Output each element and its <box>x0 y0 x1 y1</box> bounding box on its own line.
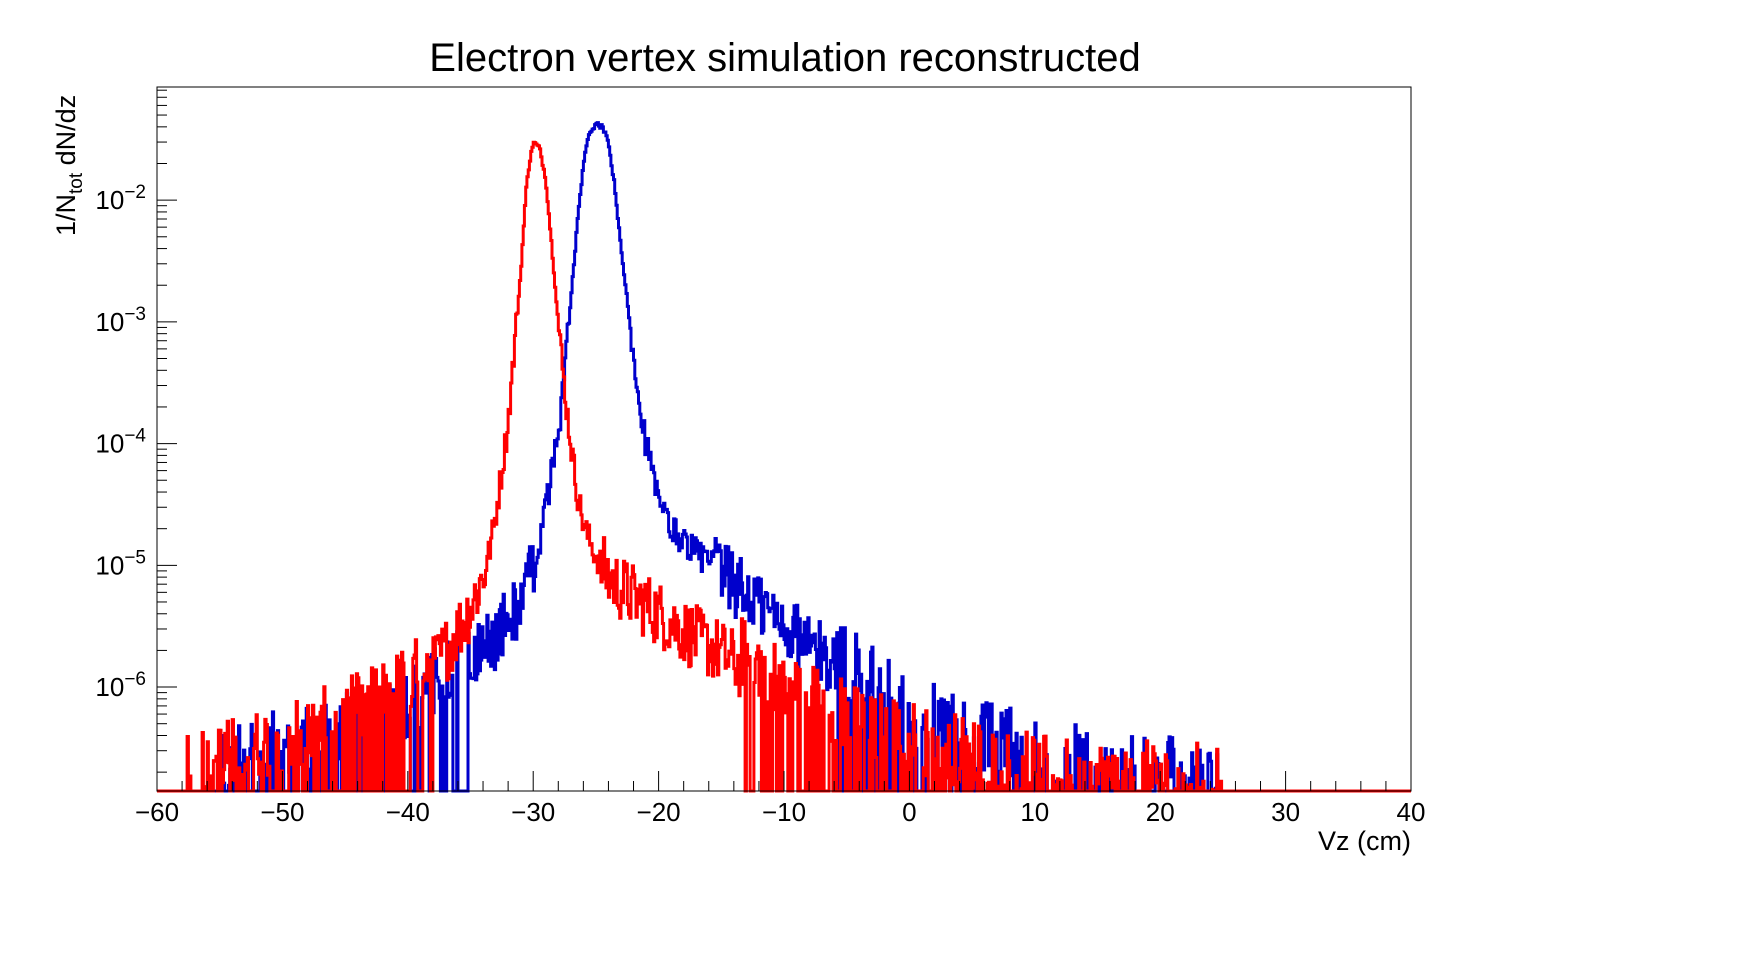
chart-title: Electron vertex simulation reconstructed <box>429 36 1140 80</box>
y-axis-title-main: 1/N <box>51 194 81 236</box>
y-tick-exponent: −3 <box>124 304 146 325</box>
x-tick-label: 30 <box>1271 797 1300 827</box>
y-tick-label: 10−4 <box>95 426 146 459</box>
y-tick-base: 10 <box>95 429 124 459</box>
x-tick-label: −10 <box>762 797 806 827</box>
x-tick-label: 40 <box>1397 797 1426 827</box>
y-axis-title-sub: tot <box>66 172 87 194</box>
y-axis-title-rest: dN/dz <box>51 95 81 173</box>
y-tick-exponent: −2 <box>124 182 146 203</box>
y-tick-label: 10−6 <box>95 669 146 702</box>
x-tick-label: 0 <box>902 797 916 827</box>
x-axis: −60 −50 −40 −30 −20 −10 0 10 20 30 40 <box>135 771 1426 827</box>
x-tick-label: −60 <box>135 797 179 827</box>
x-tick-label: 10 <box>1020 797 1049 827</box>
x-tick-label: −50 <box>260 797 304 827</box>
y-tick-base: 10 <box>95 185 124 215</box>
y-tick-exponent: −4 <box>124 426 146 447</box>
x-tick-label: −40 <box>386 797 430 827</box>
x-axis-title: Vz (cm) <box>1318 826 1411 856</box>
y-tick-exponent: −5 <box>124 547 146 568</box>
y-tick-base: 10 <box>95 307 124 337</box>
x-tick-label: 20 <box>1146 797 1175 827</box>
y-tick-base: 10 <box>95 550 124 580</box>
y-tick-label: 10−2 <box>95 182 146 215</box>
y-axis: 10−610−510−410−310−2 <box>95 89 177 773</box>
y-tick-exponent: −6 <box>124 669 146 690</box>
y-tick-base: 10 <box>95 672 124 702</box>
x-tick-label: −30 <box>511 797 555 827</box>
x-tick-label: −20 <box>637 797 681 827</box>
y-tick-label: 10−3 <box>95 304 146 337</box>
y-axis-title: 1/Ntot dN/dz <box>51 95 87 236</box>
y-tick-label: 10−5 <box>95 547 146 580</box>
